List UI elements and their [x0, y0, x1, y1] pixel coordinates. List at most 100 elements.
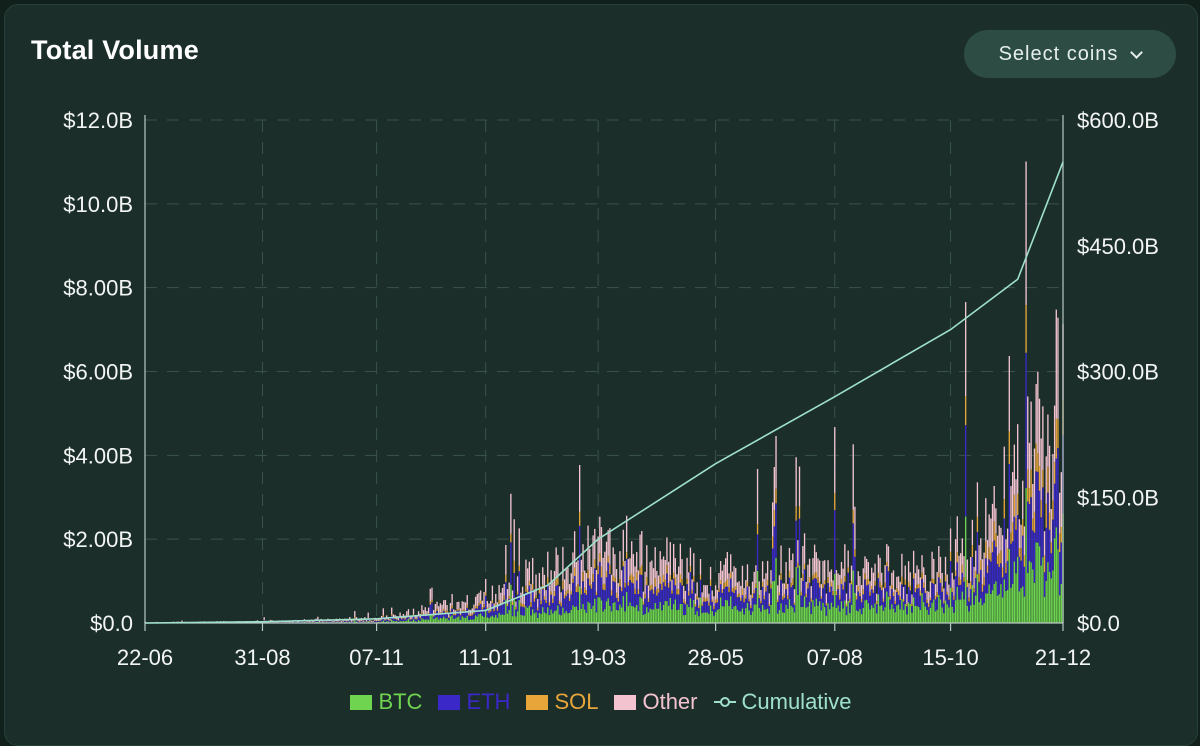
bar-other [787, 584, 788, 596]
bar-btc [873, 608, 874, 623]
bar-sol [1047, 467, 1048, 493]
bar-sol [720, 580, 721, 584]
bar-eth [947, 595, 948, 605]
legend-item-other[interactable]: Other [614, 689, 697, 715]
bar-eth [472, 615, 473, 619]
bar-btc [589, 603, 590, 623]
bar-other [933, 559, 934, 579]
bar-sol [609, 565, 610, 574]
bar-sol [391, 614, 392, 616]
bar-sol [883, 599, 884, 602]
bar-btc [651, 609, 652, 623]
bar-eth [900, 600, 901, 610]
bar-btc [597, 597, 598, 623]
bar-btc [609, 606, 610, 623]
bar-sol [707, 597, 708, 601]
bar-other [745, 580, 746, 595]
bar-btc [614, 602, 615, 623]
bar-btc [965, 517, 966, 623]
bar-sol [539, 589, 540, 593]
bar-eth [777, 602, 778, 614]
bar-other [1019, 519, 1020, 548]
bar-btc [858, 611, 859, 623]
bar-other [903, 587, 904, 599]
bar-btc [691, 607, 692, 623]
legend-item-cumulative[interactable]: Cumulative [714, 689, 852, 715]
bar-sol [759, 595, 760, 598]
bar-eth [878, 578, 879, 594]
bar-eth [401, 619, 402, 621]
bar-other [968, 583, 969, 597]
bar-other [618, 583, 619, 598]
bar-other [676, 574, 677, 589]
bar-sol [629, 576, 630, 580]
bar-other [557, 555, 558, 578]
bar-sol [690, 566, 691, 572]
bar-eth [801, 596, 802, 607]
bar-sol [703, 597, 704, 602]
bar-other [814, 545, 815, 573]
bar-sol [891, 585, 892, 589]
y-left-tick-label: $8.00B [63, 276, 133, 301]
bar-eth [1009, 464, 1010, 549]
bar-btc [978, 602, 979, 623]
bar-sol [990, 553, 991, 561]
bar-eth [562, 589, 563, 607]
bar-btc [861, 614, 862, 623]
bar-btc [1042, 557, 1043, 623]
bar-eth [864, 579, 865, 600]
bar-btc [987, 593, 988, 623]
bar-sol [712, 600, 713, 602]
bar-other [760, 590, 761, 601]
bar-other [735, 568, 736, 586]
bar-other [725, 558, 726, 581]
bar-sol [453, 614, 454, 616]
bar-sol [660, 577, 661, 584]
bar-sol [1005, 563, 1006, 573]
bar-btc [1019, 591, 1020, 623]
bar-btc [743, 614, 744, 623]
bar-other [651, 560, 652, 584]
bar-sol [522, 604, 523, 607]
bar-eth [827, 583, 828, 603]
bar-btc [804, 596, 805, 623]
bar-btc [507, 614, 508, 623]
bar-sol [764, 596, 765, 600]
bar-btc [982, 605, 983, 623]
bar-sol [658, 589, 659, 593]
legend-item-btc[interactable]: BTC [350, 689, 422, 715]
bar-other [841, 562, 842, 579]
bar-other [477, 594, 478, 606]
bar-other [649, 562, 650, 586]
bar-other [624, 561, 625, 583]
bar-sol [507, 604, 508, 606]
bar-other [868, 562, 869, 579]
bar-other [901, 554, 902, 577]
bar-eth [586, 595, 587, 613]
bar-btc [723, 606, 724, 623]
bar-sol [811, 598, 812, 601]
bar-other [948, 585, 949, 597]
bar-btc [774, 581, 775, 623]
bar-other [441, 605, 442, 612]
bar-eth [895, 604, 896, 612]
bar-sol [505, 575, 506, 582]
bar-sol [574, 568, 575, 576]
bar-sol [876, 601, 877, 604]
bar-other [1009, 356, 1010, 431]
bar-sol [754, 590, 755, 593]
bar-btc [977, 574, 978, 623]
bar-sol [906, 604, 907, 606]
bar-btc [456, 617, 457, 623]
bar-sol [947, 592, 948, 595]
bar-btc [925, 607, 926, 623]
bar-eth [321, 621, 322, 622]
legend-item-sol[interactable]: SOL [526, 689, 598, 715]
bar-other [658, 576, 659, 589]
bar-eth [505, 582, 506, 599]
bar-sol [666, 565, 667, 573]
bar-btc [1041, 565, 1042, 623]
legend-item-eth[interactable]: ETH [438, 689, 510, 715]
bar-eth [347, 621, 348, 622]
bar-btc [790, 606, 791, 623]
